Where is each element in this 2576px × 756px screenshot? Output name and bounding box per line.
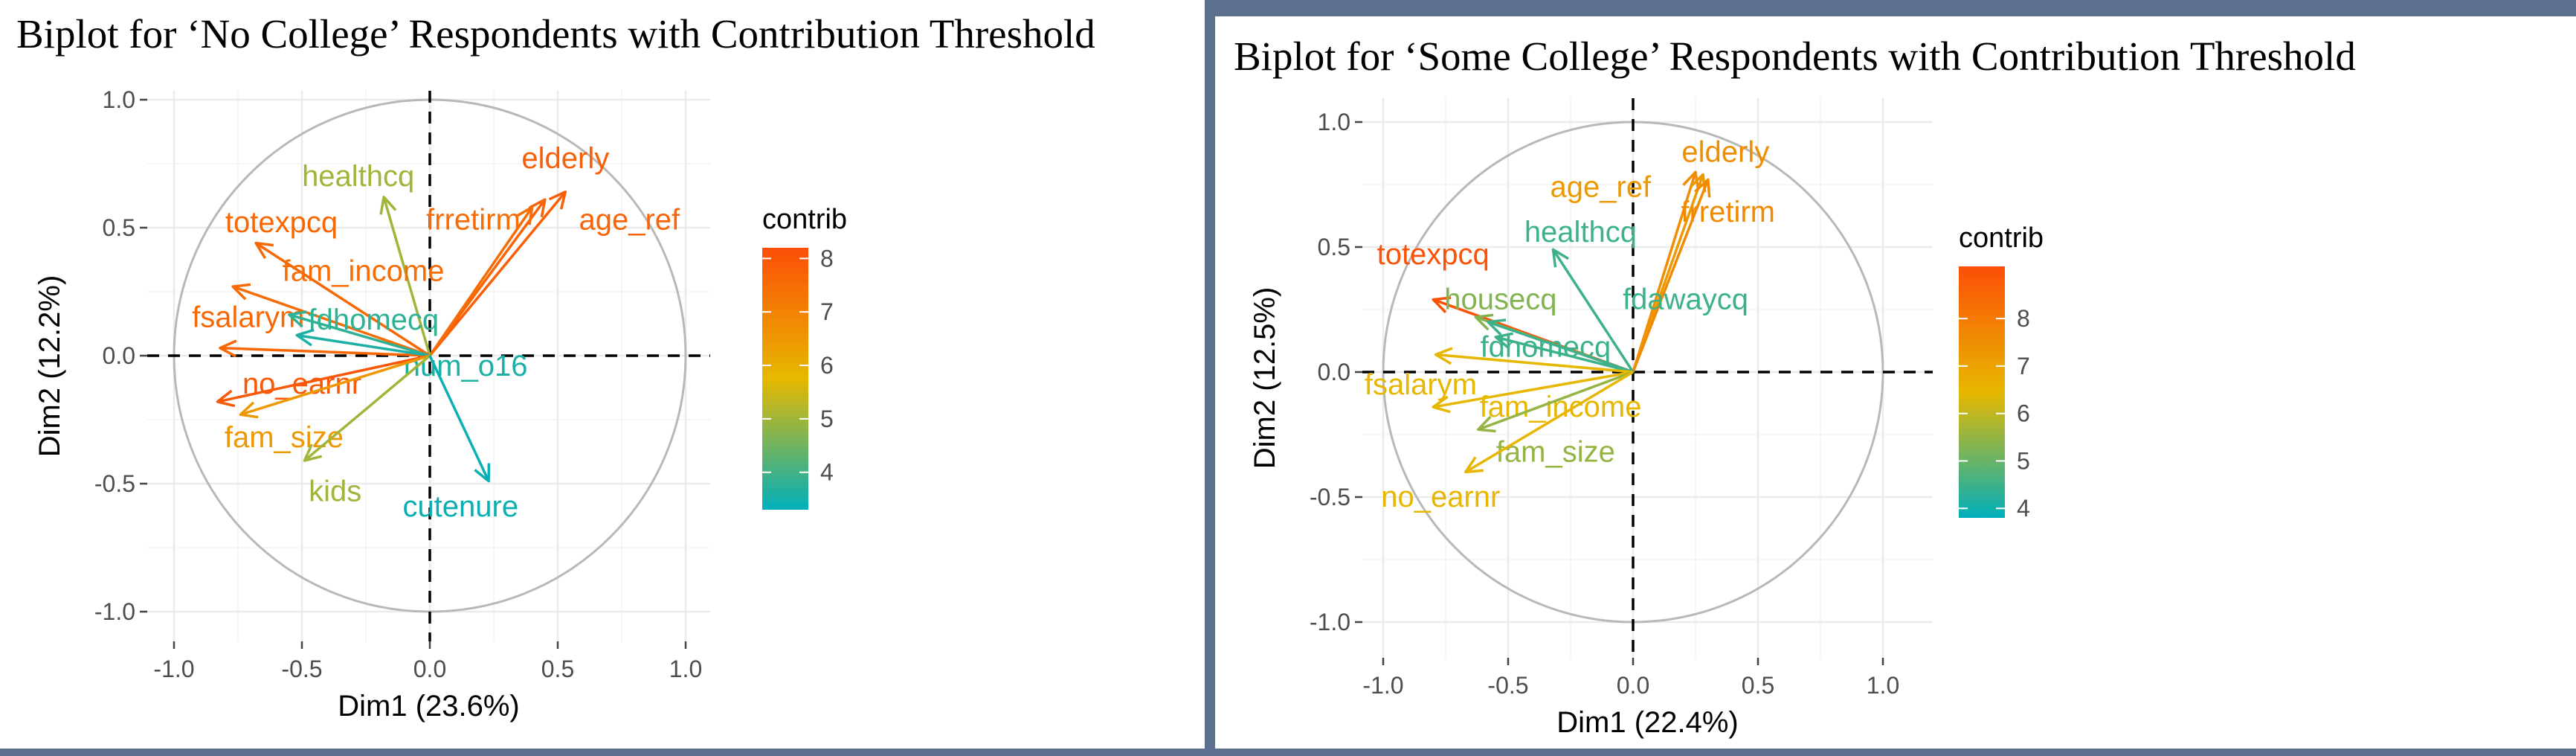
vector-arrow-no-earnr	[1464, 371, 1634, 474]
legend-tick-label: 6	[820, 352, 834, 379]
y-tick-label: 0.5	[103, 214, 135, 241]
vector-arrow-elderly	[1632, 170, 1700, 373]
vector-label: housecq	[1444, 284, 1556, 316]
vector-label: fam_size	[225, 421, 344, 454]
vector-label: totexpcq	[1377, 238, 1490, 271]
vector-label: kids	[309, 475, 361, 507]
x-tick-label: 0.5	[1742, 672, 1774, 699]
vector-arrow-fam-income	[231, 283, 431, 357]
right-chart-panel: Biplot for ‘Some College’ Respondents wi…	[1215, 16, 2576, 749]
biplot-no-college: -1.0 -1.0 -0.5 -0.5 0.0 0.0 0.5 0.5 1.0 1.0 Dim1 (…	[33, 86, 847, 723]
x-axis-label: Dim1 (22.4%)	[1556, 706, 1739, 739]
left-chart-panel: Biplot for ‘No College’ Respondents with…	[0, 0, 1205, 749]
y-axis-label: Dim2 (12.5%)	[1249, 287, 1281, 470]
legend-title: contrib	[1959, 222, 2044, 254]
y-tick-label: -1.0	[1310, 609, 1350, 635]
y-tick-label: -1.0	[94, 598, 135, 625]
legend-tick-label: 8	[2017, 305, 2030, 332]
vector-label: fam_income	[1480, 391, 1642, 423]
vector-arrow-num-o16	[295, 328, 431, 357]
vector-arrow-fdhomecq	[288, 310, 431, 357]
vector-arrow-fdhomecq	[1494, 332, 1634, 374]
x-axis-label: Dim1 (23.6%)	[338, 690, 520, 723]
vector-label: elderly	[1681, 135, 1769, 168]
legend-tick-label: 7	[2017, 353, 2030, 379]
vector-arrow-kids	[303, 354, 431, 462]
biplot-some-college: -1.0 -1.0 -0.5 -0.5 0.0 0.0 0.5 0.5 1.0 1.0 Dim1 (…	[1249, 98, 2044, 739]
legend-title: contrib	[762, 204, 847, 235]
x-tick-label: 1.0	[1867, 672, 1899, 699]
y-tick-label: -0.5	[1310, 484, 1350, 510]
legend-tick-label: 4	[820, 459, 834, 486]
vector-arrow-cutenure	[428, 355, 491, 483]
x-tick-label: -1.0	[1362, 672, 1403, 699]
legend-tick-label: 8	[820, 245, 834, 272]
y-tick-label: -0.5	[94, 470, 135, 497]
vector-arrow-frretirm	[428, 205, 534, 356]
y-tick-label: 0.0	[103, 342, 135, 369]
vector-arrow-healthcq	[379, 195, 431, 356]
vector-label: cutenure	[402, 490, 518, 523]
vector-label: fam_size	[1496, 436, 1615, 469]
legend-tick-label: 4	[2017, 495, 2030, 522]
legend-tick-label: 5	[2017, 447, 2030, 474]
vector-label: fdhomecq	[1481, 330, 1611, 363]
vector-label: fsalarym	[192, 301, 304, 333]
legend-tick-label: 6	[2017, 400, 2030, 427]
x-tick-label: -0.5	[281, 656, 322, 682]
vector-label: frretirm	[1681, 196, 1775, 228]
legend-tick-label: 7	[820, 298, 834, 325]
vector-label: fdawaycq	[1623, 284, 1748, 316]
vector-arrow-fsalarym	[219, 339, 431, 358]
x-tick-label: 0.0	[413, 656, 446, 682]
plot-area	[1362, 98, 1933, 658]
vector-arrow-no-earnr	[216, 354, 431, 408]
vector-label: no_earnr	[1381, 481, 1500, 513]
vector-label: totexpcq	[225, 206, 338, 239]
x-tick-label: 1.0	[669, 656, 702, 682]
vector-label: fdhomecq	[308, 304, 439, 336]
vector-label: num_o16	[404, 350, 528, 382]
vector-arrow-fsalarym	[1434, 347, 1634, 374]
legend-colorbar	[762, 248, 808, 510]
vector-arrow-totexpcq	[254, 241, 431, 357]
vector-arrow-frretirm	[1632, 178, 1711, 373]
vector-arrow-elderly	[428, 190, 567, 357]
vector-arrow-fam-size	[239, 354, 431, 419]
x-tick-label: 0.0	[1617, 672, 1649, 699]
y-tick-label: 0.5	[1318, 234, 1350, 260]
vector-label: healthcq	[1524, 216, 1637, 249]
legend-colorbar	[1959, 266, 2005, 518]
vector-label: age_ref	[1550, 170, 1652, 203]
vector-label: fam_income	[283, 254, 445, 287]
y-tick-label: 1.0	[1318, 109, 1350, 135]
x-tick-label: -1.0	[153, 656, 194, 682]
y-tick-label: 0.0	[1318, 359, 1350, 385]
x-tick-label: -0.5	[1487, 672, 1528, 699]
vector-label: age_ref	[579, 204, 680, 237]
vector-arrow-fam-income	[1432, 371, 1634, 414]
vector-label: fsalarym	[1365, 368, 1477, 401]
vector-arrow-fam-size	[1476, 371, 1634, 433]
vector-label: healthcq	[302, 160, 414, 193]
y-tick-label: 1.0	[103, 86, 135, 113]
vector-arrow-fdawaycq	[1487, 318, 1634, 374]
chart-title: Biplot for ‘No College’ Respondents with…	[16, 11, 1095, 57]
vector-arrow-healthcq	[1551, 248, 1635, 373]
legend-tick-label: 5	[820, 406, 834, 432]
chart-title: Biplot for ‘Some College’ Respondents wi…	[1234, 33, 2356, 79]
y-axis-label: Dim2 (12.2%)	[33, 275, 66, 458]
x-tick-label: 0.5	[541, 656, 574, 682]
vector-label: frretirm	[426, 204, 521, 237]
vector-label: elderly	[521, 142, 609, 175]
